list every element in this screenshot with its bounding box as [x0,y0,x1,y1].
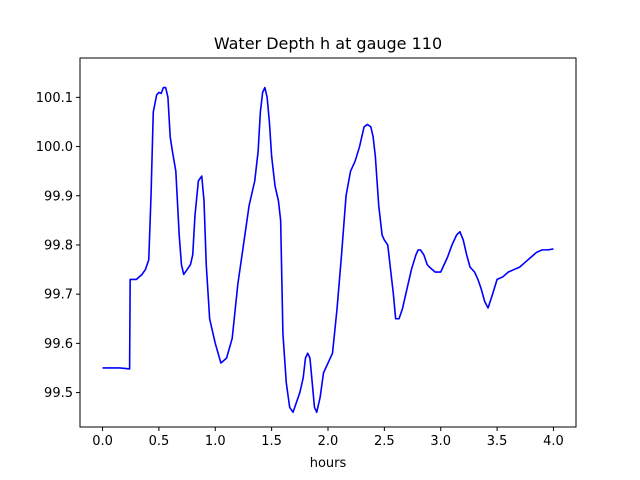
x-tick-label: 1.0 [205,434,226,449]
x-tick-label: 3.0 [430,434,451,449]
x-axis-ticks: 0.0 0.5 1.0 1.5 2.0 2.5 3.0 3.5 4.0 [92,427,564,449]
y-tick-label: 99.9 [44,189,73,204]
chart-title: Water Depth h at gauge 110 [214,34,442,53]
y-tick-label: 99.7 [44,288,73,303]
x-tick-label: 2.0 [318,434,339,449]
x-tick-label: 1.5 [261,434,282,449]
plot-frame [79,57,577,428]
series-line-0 [102,86,554,414]
x-tick-label: 0.5 [149,434,170,449]
x-tick-label: 2.5 [374,434,395,449]
y-tick-label: 100.0 [36,140,73,155]
x-tick-label: 4.0 [543,434,564,449]
x-tick-label: 3.5 [487,434,508,449]
y-tick-label: 100.1 [36,91,73,106]
x-axis-label: hours [310,456,347,471]
x-tick-label: 0.0 [92,434,113,449]
y-axis-ticks: 99.5 99.6 99.7 99.8 99.9 100.0 100.1 [36,91,80,401]
y-tick-label: 99.6 [44,337,73,352]
y-tick-label: 99.8 [44,238,73,253]
plot-area [102,86,554,414]
y-tick-label: 99.5 [44,386,73,401]
